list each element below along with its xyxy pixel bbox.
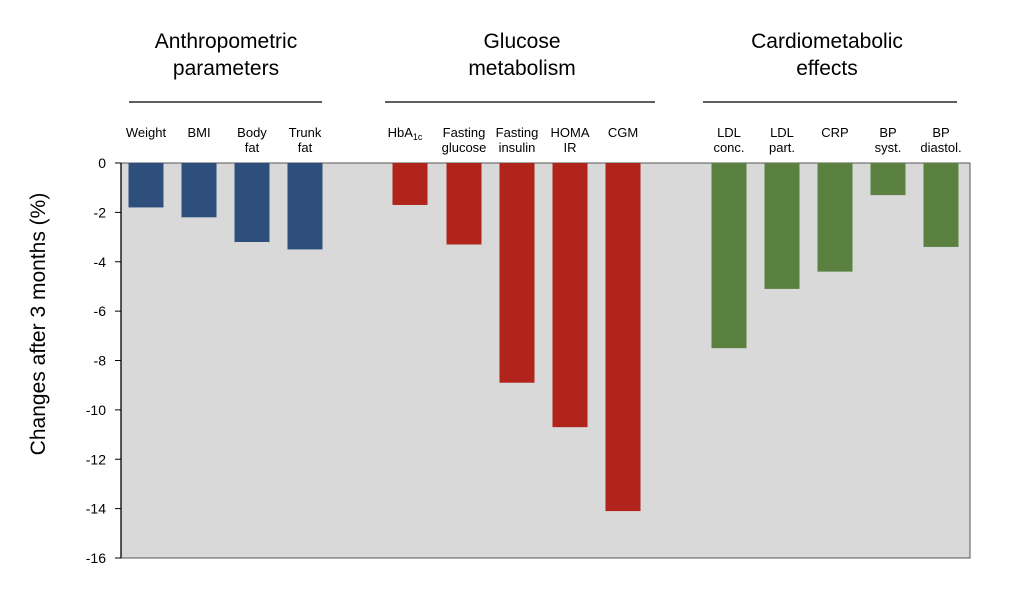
- bar: [711, 163, 747, 349]
- bar: [605, 163, 641, 512]
- category-label: LDL part.: [769, 125, 795, 155]
- bar: [446, 163, 482, 245]
- bar: [870, 163, 906, 196]
- bar: [552, 163, 588, 428]
- category-label: BP syst.: [875, 125, 902, 155]
- group-title: Cardiometabolic effects: [751, 30, 903, 80]
- y-tick-label: -16: [86, 550, 106, 566]
- bar: [764, 163, 800, 289]
- y-tick-label: -14: [86, 501, 106, 517]
- y-tick-label: -6: [94, 303, 107, 319]
- category-label: Body fat: [237, 125, 267, 155]
- bar: [287, 163, 323, 250]
- category-label: CRP: [821, 125, 848, 140]
- y-tick-label: -4: [94, 254, 107, 270]
- bar: [234, 163, 270, 242]
- category-label: HOMA IR: [551, 125, 590, 155]
- y-tick-label: -2: [94, 204, 107, 220]
- y-tick-label: -10: [86, 402, 106, 418]
- category-label: Fasting insulin: [496, 125, 539, 155]
- bar: [499, 163, 535, 383]
- category-label: Fasting glucose: [442, 125, 487, 155]
- category-label: LDL conc.: [713, 125, 744, 155]
- bar: [181, 163, 217, 218]
- y-tick-label: -8: [94, 353, 107, 369]
- category-label: BP diastol.: [920, 125, 961, 155]
- y-axis-title: Changes after 3 months (%): [27, 193, 50, 456]
- category-label: CGM: [608, 125, 638, 140]
- category-label: Trunk fat: [289, 125, 322, 155]
- labels-layer: Anthropometric parameters Weight BMI Body fat…: [126, 30, 962, 155]
- group-title: Glucose metabolism: [468, 30, 575, 80]
- bar: [923, 163, 959, 247]
- y-tick-label: -12: [86, 451, 106, 467]
- bar: [128, 163, 164, 208]
- category-label: BMI: [187, 125, 210, 140]
- category-label: HbA1c: [388, 125, 423, 142]
- y-axis: 0 -2 -4 -6 -8 -10 -12 -14 -16: [86, 155, 122, 566]
- bars-layer: [128, 163, 959, 512]
- bar: [392, 163, 428, 205]
- bar: [817, 163, 853, 272]
- category-label: Weight: [126, 125, 167, 140]
- group-title: Anthropometric parameters: [155, 30, 297, 80]
- y-tick-label: 0: [98, 155, 106, 171]
